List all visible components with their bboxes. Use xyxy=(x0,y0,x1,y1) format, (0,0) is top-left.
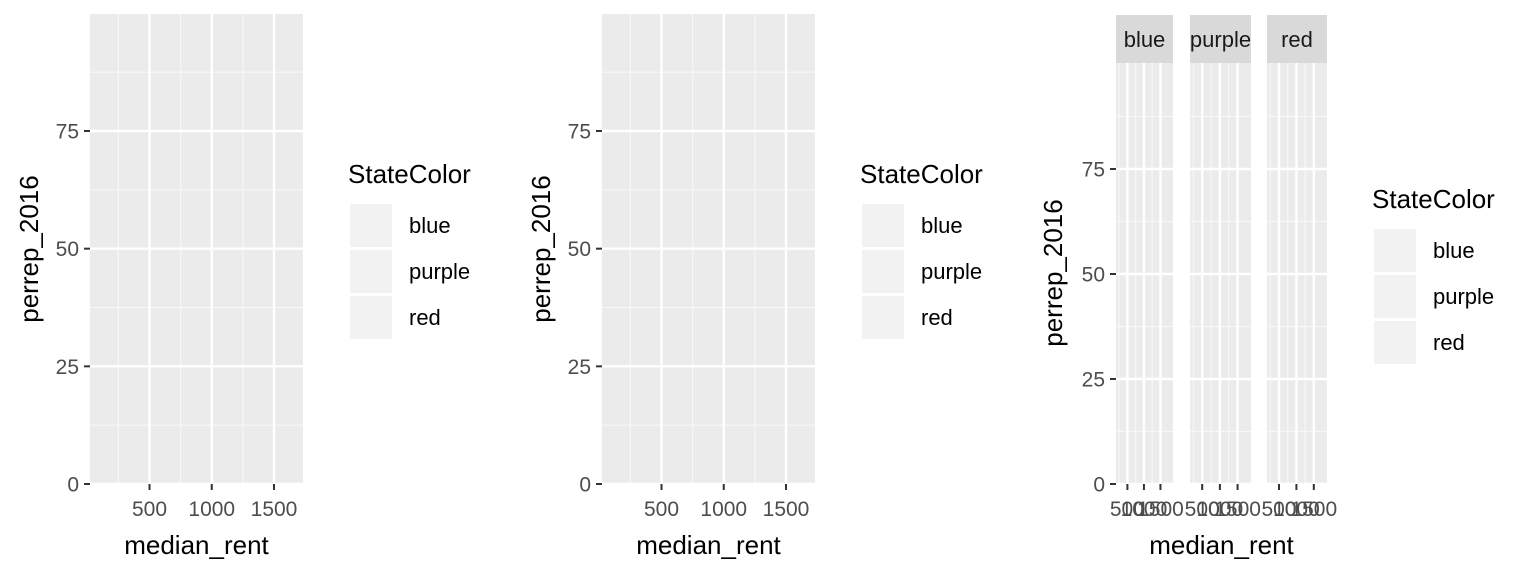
legend-label-purple: purple xyxy=(1433,284,1494,309)
x-tick-label: 1000 xyxy=(700,498,747,521)
facet-strip xyxy=(1267,15,1327,63)
legend-key-red xyxy=(1374,321,1416,364)
legend-title: StateColor xyxy=(348,159,471,189)
legend-label-blue: blue xyxy=(409,213,451,238)
x-axis-title: median_rent xyxy=(636,530,781,560)
legend: StateColor blue purple red xyxy=(1372,184,1495,364)
legend-key-blue xyxy=(1374,229,1416,272)
x-tick-label: 500 xyxy=(1110,498,1145,521)
legend-key-purple xyxy=(350,250,392,293)
plot-3: blue50010001500purple50010001500red50010… xyxy=(1038,15,1495,560)
legend: StateColor blue purple red xyxy=(860,159,983,339)
x-tick-label: 1500 xyxy=(251,498,298,521)
legend-title: StateColor xyxy=(1372,184,1495,214)
x-tick-label: 500 xyxy=(1185,498,1220,521)
x-tick-label: 1000 xyxy=(1121,498,1168,521)
legend-label-blue: blue xyxy=(921,213,963,238)
legend-key-purple xyxy=(1374,275,1416,318)
facet-strip xyxy=(1190,15,1251,63)
facet-strip-label: purple xyxy=(1190,27,1251,52)
x-axis-title: median_rent xyxy=(1149,530,1294,560)
legend: StateColor blue purple red xyxy=(348,159,471,339)
legend-label-purple: purple xyxy=(409,259,470,284)
x-tick-label: 500 xyxy=(1261,498,1296,521)
x-tick-label: 1000 xyxy=(1197,498,1244,521)
legend-key-red xyxy=(862,296,904,339)
y-tick-label: 75 xyxy=(1082,159,1105,182)
x-tick-label: 500 xyxy=(644,498,679,521)
x-tick-label: 1500 xyxy=(1137,498,1184,521)
y-tick-label: 50 xyxy=(1082,264,1105,287)
y-axis-title: perrep_2016 xyxy=(14,175,44,322)
y-axis-title: perrep_2016 xyxy=(1038,199,1068,346)
legend-label-red: red xyxy=(409,305,441,330)
legend-title: StateColor xyxy=(860,159,983,189)
legend-label-red: red xyxy=(921,305,953,330)
legend-label-red: red xyxy=(1433,330,1465,355)
legend-key-blue xyxy=(350,204,392,247)
x-tick-label: 1000 xyxy=(1273,498,1320,521)
facet-strip xyxy=(1116,15,1173,63)
panel: 500 1000 1500 xyxy=(602,14,815,521)
plot-2: 500 1000 1500 0 25 50 75 median_rent perrep_2016… xyxy=(526,14,983,560)
x-tick-label: 1000 xyxy=(188,498,235,521)
y-tick-label: 0 xyxy=(579,474,591,497)
y-axis-title: perrep_2016 xyxy=(526,175,556,322)
y-tick-label: 75 xyxy=(56,121,79,144)
facet-strip-label: red xyxy=(1281,27,1313,52)
plot-1: 500 1000 1500 0 25 50 75 median_rent perrep_2016… xyxy=(14,14,471,560)
y-tick-label: 0 xyxy=(67,474,79,497)
legend-key-blue xyxy=(862,204,904,247)
y-tick-label: 25 xyxy=(56,356,79,379)
panel: 500 1000 1500 xyxy=(90,14,303,521)
x-tick-label: 1500 xyxy=(1290,498,1337,521)
legend-label-purple: purple xyxy=(921,259,982,284)
x-tick-label: 1500 xyxy=(1214,498,1261,521)
y-tick-label: 50 xyxy=(568,238,591,261)
x-axis-title: median_rent xyxy=(124,530,269,560)
legend-label-blue: blue xyxy=(1433,238,1475,263)
x-tick-label: 500 xyxy=(132,498,167,521)
y-tick-label: 25 xyxy=(568,356,591,379)
legend-key-red xyxy=(350,296,392,339)
y-tick-label: 50 xyxy=(56,238,79,261)
y-tick-label: 75 xyxy=(568,121,591,144)
legend-key-purple xyxy=(862,250,904,293)
facet-strip-label: blue xyxy=(1124,27,1166,52)
y-tick-label: 0 xyxy=(1093,474,1105,497)
x-tick-label: 1500 xyxy=(763,498,810,521)
y-tick-label: 25 xyxy=(1082,369,1105,392)
